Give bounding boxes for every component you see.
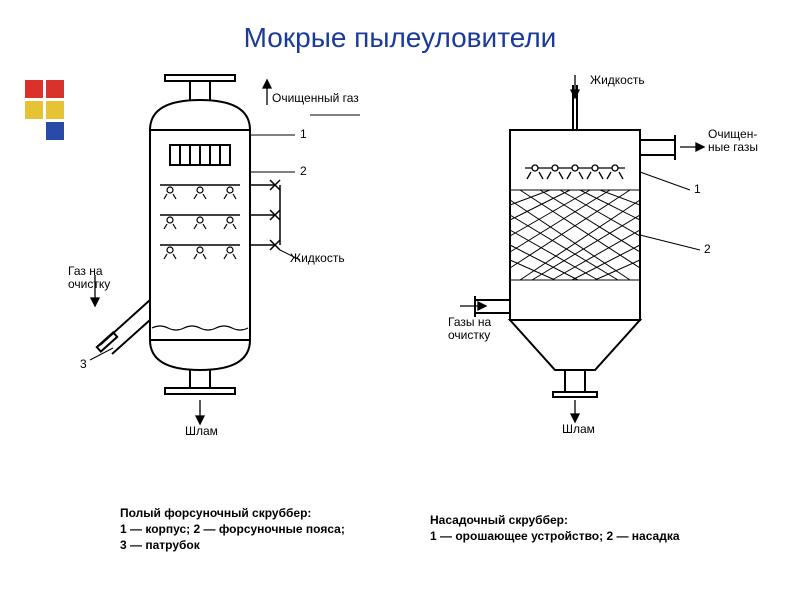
right-caption: Насадочный скруббер: 1 — орошающее устро…	[430, 512, 680, 544]
right-label-1: 1	[694, 183, 701, 196]
right-label-liquid: Жидкость	[590, 74, 645, 87]
left-caption: Полый форсуночный скруббер: 1 — корпус; …	[120, 505, 345, 554]
right-label-sludge: Шлам	[562, 423, 595, 436]
right-label-2: 2	[704, 243, 711, 256]
right-label-cleaned-gas: Очищен- ные газы	[708, 128, 758, 154]
right-label-gas-in: Газы на очистку	[448, 316, 491, 342]
